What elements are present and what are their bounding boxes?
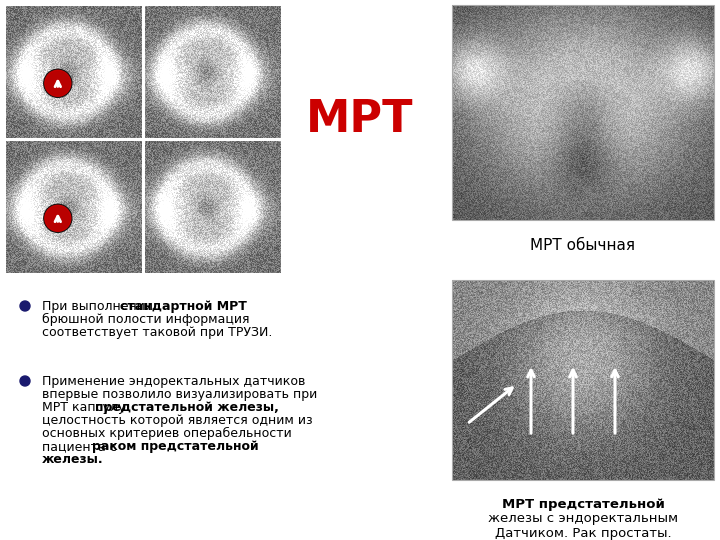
Circle shape (44, 69, 72, 97)
Bar (5, 5, 143, 139)
Text: железы.: железы. (42, 453, 104, 466)
Bar (144, 140, 282, 274)
Text: основных критериев операбельности: основных критериев операбельности (42, 427, 292, 440)
Text: пациента с: пациента с (42, 440, 121, 453)
Text: МРТ предстательной: МРТ предстательной (502, 498, 665, 511)
Text: железы с эндоректальным
Датчиком. Рак простаты.: железы с эндоректальным Датчиком. Рак пр… (488, 512, 678, 540)
Text: МРТ обычная: МРТ обычная (531, 239, 636, 253)
Text: брюшной полости информация: брюшной полости информация (42, 313, 250, 326)
Bar (144, 5, 282, 139)
Bar (5, 140, 143, 274)
Text: Применение эндоректальных датчиков: Применение эндоректальных датчиков (42, 375, 305, 388)
Text: МРТ: МРТ (306, 98, 414, 141)
Text: впервые позволило визуализировать при: впервые позволило визуализировать при (42, 388, 318, 401)
Circle shape (45, 70, 71, 96)
Circle shape (45, 205, 71, 231)
Bar (452, 280, 714, 480)
Bar (452, 5, 714, 220)
Circle shape (20, 301, 30, 311)
Text: раком предстательной: раком предстательной (92, 440, 258, 453)
Text: целостность которой является одним из: целостность которой является одним из (42, 414, 312, 427)
Text: МРТ капсулу: МРТ капсулу (42, 401, 130, 414)
Text: предстательной железы,: предстательной железы, (95, 401, 279, 414)
Circle shape (20, 376, 30, 386)
Circle shape (44, 204, 72, 232)
Text: При выполнении: При выполнении (42, 300, 157, 313)
Text: соответствует таковой при ТРУЗИ.: соответствует таковой при ТРУЗИ. (42, 326, 272, 339)
Text: стандартной МРТ: стандартной МРТ (120, 300, 247, 313)
